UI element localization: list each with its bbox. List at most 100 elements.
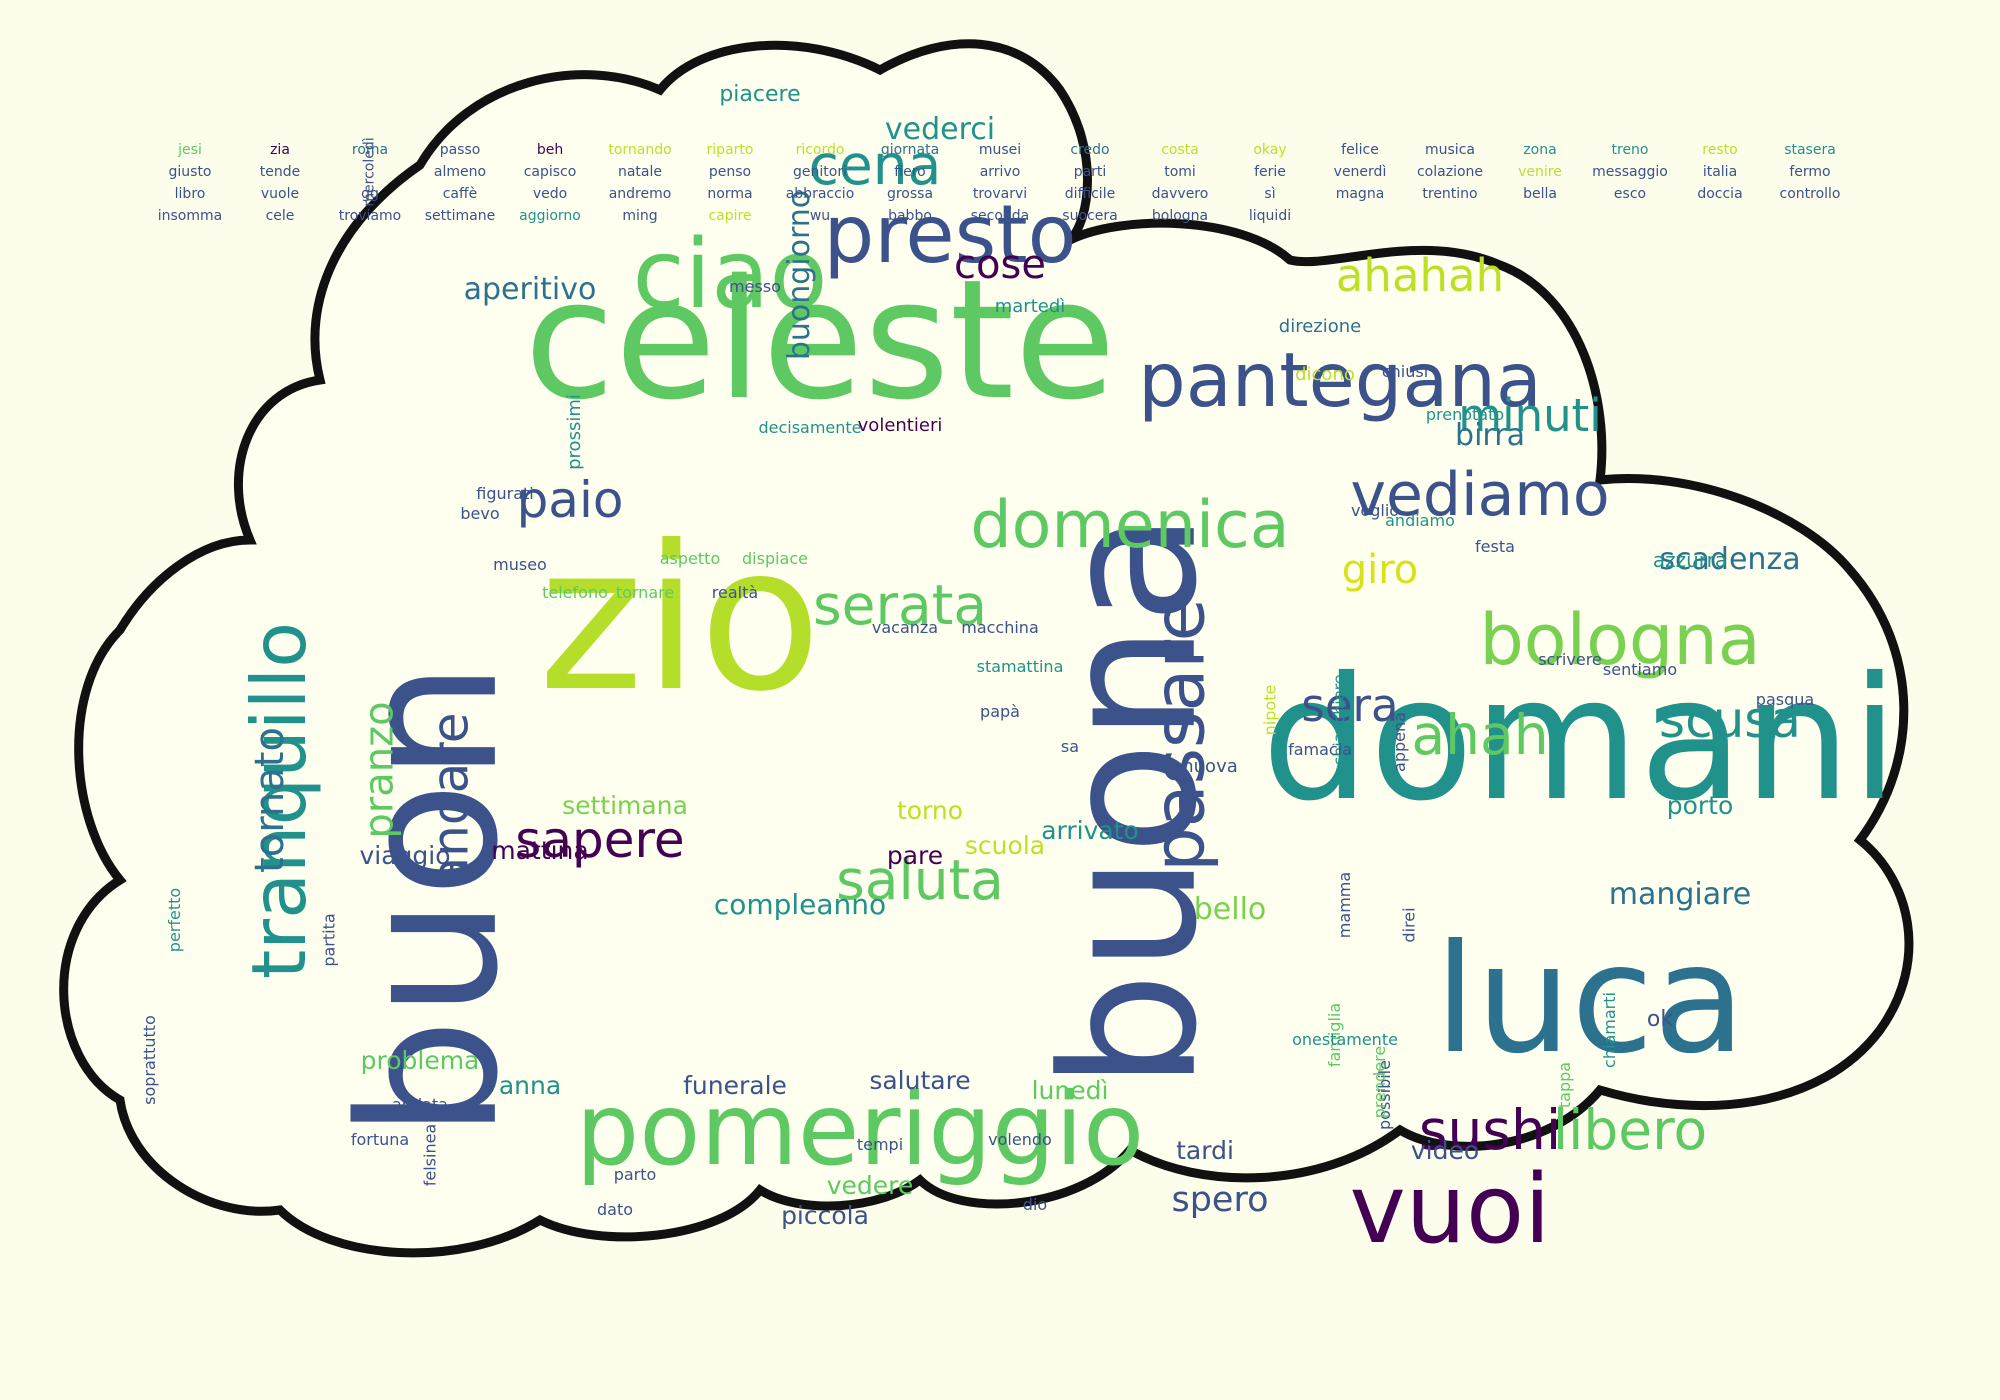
word-163: davvero <box>1151 186 1209 202</box>
word-125: prendere <box>1370 1045 1389 1119</box>
word-64: anna <box>498 1070 562 1100</box>
word-112: nipote <box>1260 684 1279 736</box>
word-42: bello <box>1193 892 1267 927</box>
word-159: abbraccio <box>785 186 855 202</box>
word-95: prossimi <box>564 394 585 470</box>
word-67: lunedì <box>1031 1075 1109 1105</box>
word-145: ferie <box>1254 164 1286 180</box>
word-30: sera <box>1301 678 1399 732</box>
word-175: aggiorno <box>519 208 581 224</box>
word-24: roma <box>351 142 389 158</box>
word-138: natale <box>617 164 663 180</box>
word-39: riparto <box>706 142 754 158</box>
word-71: costa <box>1161 142 1199 158</box>
word-9: zia <box>270 142 290 158</box>
word-63: problema <box>360 1045 480 1075</box>
word-176: ming <box>622 208 658 224</box>
word-96: figurati <box>476 484 534 503</box>
word-183: liquidi <box>1248 208 1292 224</box>
word-16: bologna <box>1479 599 1761 681</box>
word-103: telefono <box>542 583 608 602</box>
word-141: fiero <box>894 164 926 180</box>
word-86: festa <box>1475 537 1515 556</box>
word-170: controllo <box>1779 186 1841 202</box>
word-20: saluta <box>836 847 1004 912</box>
word-149: messaggio <box>1592 164 1668 180</box>
word-23: sushi <box>1418 1097 1562 1162</box>
word-28: paio <box>516 471 624 529</box>
word-87: andiamo <box>1385 511 1455 530</box>
word-38: tornando <box>608 142 672 158</box>
word-128: volendo <box>988 1130 1052 1149</box>
word-140: genitori <box>793 164 847 180</box>
word-68: tardi <box>1176 1135 1234 1165</box>
word-146: venerdì <box>1333 164 1387 180</box>
word-110: sa <box>1060 737 1080 756</box>
word-72: okay <box>1253 142 1287 158</box>
word-46: piacere <box>719 82 801 107</box>
word-34: cose <box>954 242 1046 288</box>
word-69: video <box>1410 1135 1480 1165</box>
word-107: macchina <box>961 618 1039 637</box>
word-10: ciao <box>632 219 828 330</box>
word-150: italia <box>1702 164 1738 180</box>
word-142: arrivo <box>979 164 1021 180</box>
word-94: messo <box>729 277 781 296</box>
word-59: vedere <box>826 1170 914 1200</box>
word-25: ahah <box>1411 702 1549 767</box>
word-65: funerale <box>683 1070 787 1100</box>
word-81: tende <box>259 164 301 180</box>
word-57: arrivato <box>1041 815 1139 845</box>
word-2: celeste <box>524 243 1116 436</box>
word-166: trentino <box>1422 186 1478 202</box>
word-26: scusa <box>1659 691 1801 749</box>
word-53: torno <box>896 795 964 825</box>
word-6: pomeriggio <box>575 1071 1145 1188</box>
word-17: vediamo <box>1350 460 1610 530</box>
word-44: aperitivo <box>463 272 597 307</box>
word-111: nuova <box>1182 756 1238 777</box>
word-127: famacia <box>1288 740 1352 759</box>
word-169: doccia <box>1697 186 1743 202</box>
word-32: ahahah <box>1335 248 1505 302</box>
word-130: parto <box>613 1165 657 1184</box>
word-7: jesi <box>178 142 202 158</box>
word-54: porto <box>1666 790 1734 820</box>
word-144: tomi <box>1164 164 1196 180</box>
word-157: andremo <box>608 186 672 202</box>
word-98: museo <box>493 555 547 574</box>
word-120: partita <box>320 913 339 967</box>
word-123: chiamarti <box>1600 992 1619 1068</box>
word-52: viaggio <box>359 840 451 870</box>
word-136: almeno <box>433 164 487 180</box>
word-139: penso <box>708 164 752 180</box>
word-100: dispiace <box>742 549 808 568</box>
word-14: passare <box>1138 598 1221 872</box>
word-147: colazione <box>1416 164 1484 180</box>
word-79: stasera <box>1784 142 1836 158</box>
word-174: settimane <box>424 208 496 224</box>
word-77: treno <box>1611 142 1649 158</box>
word-137: capisco <box>523 164 577 180</box>
word-76: zona <box>1523 142 1557 158</box>
word-41: birra <box>1455 418 1525 453</box>
word-109: papà <box>980 702 1020 721</box>
word-132: fortuna <box>350 1130 410 1149</box>
word-92: direzione <box>1278 316 1362 337</box>
word-158: norma <box>707 186 753 202</box>
word-179: babbo <box>888 208 932 224</box>
word-114: appena <box>1390 712 1409 772</box>
word-173: troviamo <box>338 208 402 224</box>
word-66: salutare <box>869 1065 971 1095</box>
word-126: onestamente <box>1292 1030 1398 1049</box>
word-36: pranzo <box>356 701 403 839</box>
word-172: cele <box>265 208 295 224</box>
word-31: beh <box>536 142 564 158</box>
word-70: credo <box>1070 142 1110 158</box>
word-134: dato <box>596 1200 634 1219</box>
word-84: scrivere <box>1538 650 1602 669</box>
word-164: sì <box>1264 186 1276 202</box>
word-15: domenica <box>970 487 1290 563</box>
